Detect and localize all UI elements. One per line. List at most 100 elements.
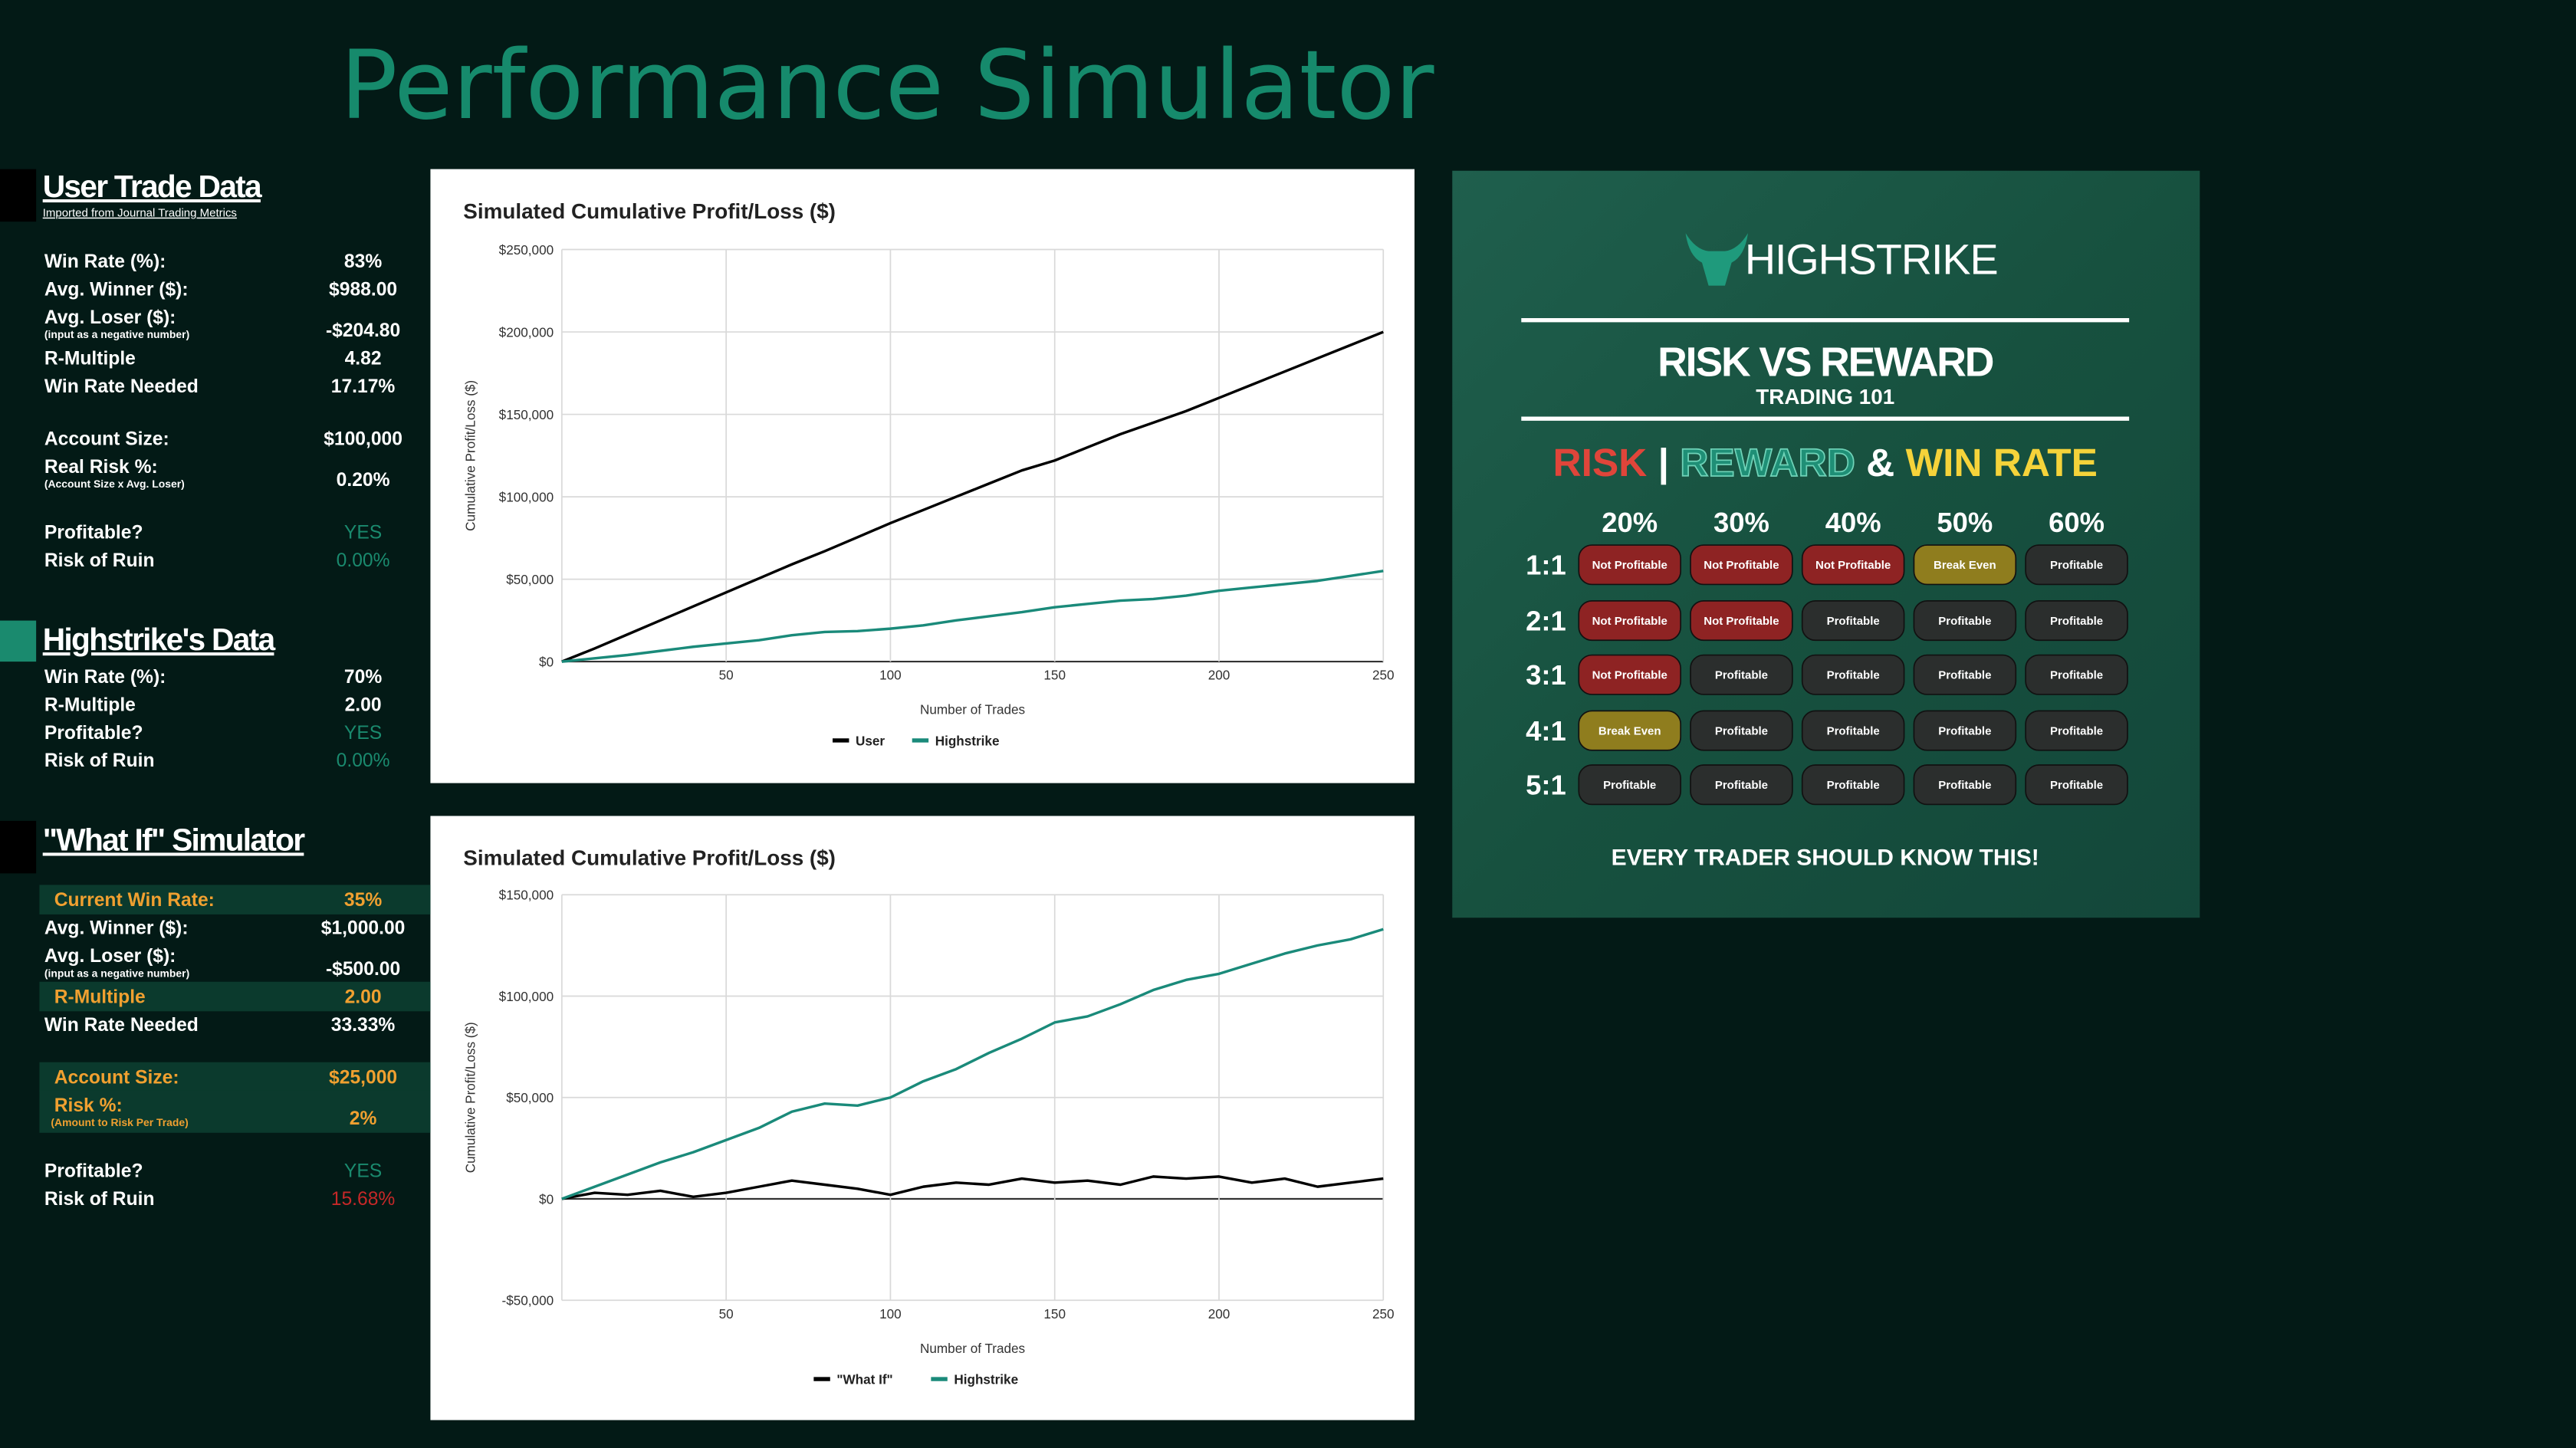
row-value: 4.82 [345, 348, 382, 369]
row-highlight [39, 981, 431, 1012]
status-label: Profitable [1715, 669, 1768, 682]
row-value: 2.00 [345, 694, 382, 715]
status-label: Break Even [1934, 559, 1996, 572]
row-value: 2.00 [345, 987, 382, 1008]
x-tick-label: 150 [1043, 668, 1066, 683]
status-label: Profitable [1938, 615, 1991, 628]
row-value: YES [344, 1161, 382, 1182]
column-header: 20% [1602, 507, 1658, 538]
column-header: 40% [1825, 507, 1881, 538]
x-tick-label: 50 [719, 1306, 734, 1322]
y-tick-label: $250,000 [499, 242, 554, 258]
series-line [561, 928, 1384, 1200]
x-tick-label: 100 [879, 1306, 902, 1322]
brand: HIGHSTRIKE [1745, 236, 1998, 284]
status-label: Profitable [2050, 779, 2103, 792]
row-value: $1,000.00 [321, 918, 406, 939]
chart-title: Simulated Cumulative Profit/Loss ($) [463, 199, 836, 223]
y-tick-label: $50,000 [506, 572, 554, 587]
row-label: Avg. Loser ($): [44, 307, 176, 328]
status-pill [2025, 600, 2128, 642]
status-label: Not Profitable [1592, 559, 1668, 572]
row-value: 0.00% [337, 550, 390, 571]
row-value: 17.17% [331, 376, 396, 397]
row-ratio: 5:1 [1526, 770, 1566, 801]
row-label: R-Multiple [44, 348, 136, 369]
status-label: Profitable [1827, 669, 1880, 682]
status-label: Profitable [2050, 559, 2103, 572]
status-label: Profitable [1938, 724, 1991, 737]
y-tick-label: $0 [539, 655, 554, 670]
x-tick-label: 200 [1208, 1306, 1230, 1322]
section-marker [0, 169, 37, 222]
status-label: Profitable [2050, 669, 2103, 682]
y-tick-label: $100,000 [499, 989, 554, 1004]
status-label: Not Profitable [1815, 559, 1891, 572]
status-pill [1913, 710, 2017, 751]
status-label: Profitable [1827, 615, 1880, 628]
y-axis-title: Cumulative Profit/Loss ($) [462, 380, 478, 531]
y-tick-label: $150,000 [499, 407, 554, 422]
status-label: Break Even [1598, 724, 1661, 737]
x-axis-title: Number of Trades [920, 1341, 1025, 1356]
status-pill [2025, 764, 2128, 806]
x-axis-title: Number of Trades [920, 702, 1025, 717]
row-note: (Account Size x Avg. Loser) [44, 478, 185, 490]
row-highlight [39, 885, 431, 914]
status-pill [1801, 710, 1905, 751]
row-label: Profitable? [44, 1161, 143, 1182]
status-pill [2025, 710, 2128, 751]
logo-icon [1685, 233, 1748, 286]
row-label: Risk of Ruin [44, 550, 155, 571]
status-pill [1913, 654, 2017, 695]
row-label: Risk of Ruin [44, 1189, 155, 1210]
row-ratio: 1:1 [1526, 550, 1566, 581]
row-label: Win Rate Needed [44, 1015, 199, 1036]
status-pill [1913, 764, 2017, 806]
row-value: $988.00 [329, 280, 397, 300]
status-label: Not Profitable [1704, 559, 1779, 572]
x-tick-label: 200 [1208, 668, 1230, 683]
y-tick-label: $0 [539, 1191, 554, 1207]
series-line [561, 570, 1384, 663]
row-value: 70% [344, 667, 382, 688]
row-value: $25,000 [329, 1068, 397, 1088]
row-ratio: 3:1 [1526, 659, 1566, 691]
infographic-subtitle: TRADING 101 [1756, 385, 1894, 409]
series-line [561, 330, 1384, 663]
x-tick-label: 250 [1372, 1306, 1395, 1322]
status-pill [1578, 600, 1681, 642]
legend-label: Highstrike [935, 733, 1000, 748]
row-note: (input as a negative number) [44, 967, 189, 979]
y-tick-label: -$50,000 [502, 1293, 554, 1308]
legend-label: Highstrike [954, 1371, 1018, 1387]
status-label: Profitable [1715, 724, 1768, 737]
status-label: Profitable [2050, 724, 2103, 737]
status-pill [1801, 544, 1905, 586]
y-tick-label: $200,000 [499, 324, 554, 340]
row-value: -$500.00 [326, 959, 400, 980]
status-pill [2025, 544, 2128, 586]
status-pill [1578, 764, 1681, 806]
row-label: Risk %: [54, 1095, 123, 1116]
status-label: Profitable [1938, 779, 1991, 792]
row-value: -$204.80 [326, 320, 400, 341]
headline: RISK | REWARD & WIN RATE [1552, 440, 2098, 485]
row-note: (Amount to Risk Per Trade) [51, 1116, 188, 1128]
row-label: R-Multiple [54, 987, 146, 1008]
status-label: Profitable [2050, 615, 2103, 628]
row-value: 33.33% [331, 1015, 396, 1036]
section-subtitle: Imported from Journal Trading Metrics [43, 207, 237, 220]
status-pill [1578, 544, 1681, 586]
column-header: 60% [2049, 507, 2104, 538]
row-value: $100,000 [324, 428, 402, 449]
headline-part: RISK [1552, 440, 1647, 484]
row-label: Profitable? [44, 723, 143, 744]
row-label: Avg. Winner ($): [44, 280, 189, 300]
status-label: Profitable [1827, 779, 1880, 792]
x-tick-label: 50 [719, 668, 734, 683]
status-pill [1801, 764, 1905, 806]
row-value: 35% [344, 890, 382, 911]
row-note: (input as a negative number) [44, 328, 189, 340]
